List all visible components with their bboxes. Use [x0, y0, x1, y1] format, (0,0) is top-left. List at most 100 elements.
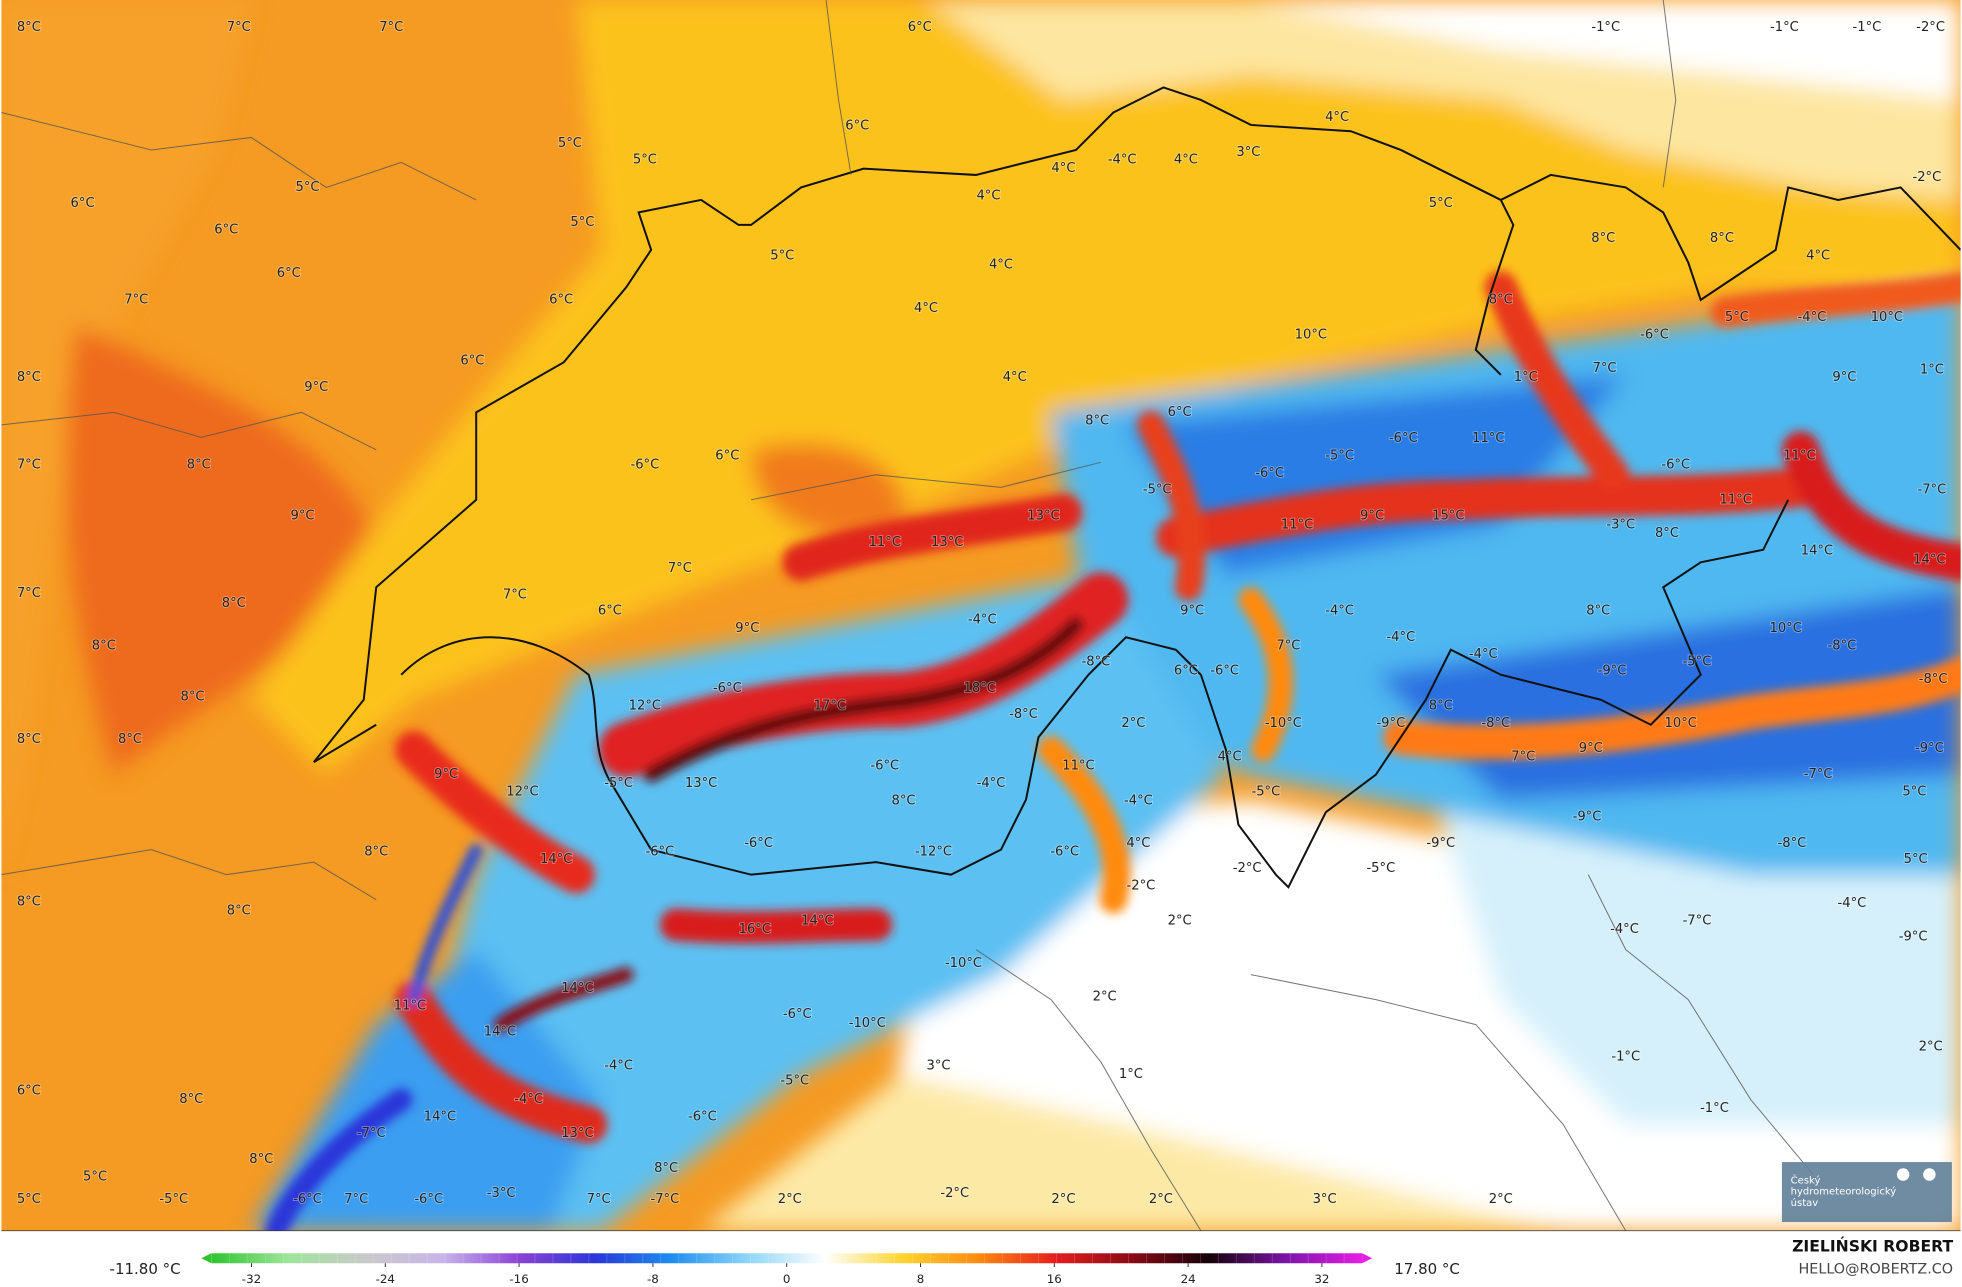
- temperature-label: 3°C: [926, 1058, 950, 1073]
- temperature-label: 5°C: [1725, 310, 1749, 325]
- temperature-label: 5°C: [17, 1192, 41, 1207]
- colorbar-tick-label: -32: [242, 1272, 261, 1286]
- temperature-label: 5°C: [1904, 852, 1928, 867]
- temperature-label: 7°C: [1592, 361, 1616, 376]
- temperature-label: -1°C: [1611, 1050, 1640, 1065]
- temperature-label: 4°C: [1325, 110, 1349, 125]
- temperature-label: -7°C: [1917, 482, 1946, 497]
- temperature-label: 2°C: [1121, 716, 1145, 731]
- temperature-label: 13°C: [1027, 509, 1059, 524]
- temperature-label: 2°C: [1093, 990, 1117, 1005]
- temperature-label: -8°C: [1082, 655, 1111, 670]
- temperature-label: 8°C: [1085, 414, 1109, 429]
- temperature-label: -5°C: [604, 776, 633, 791]
- temperature-label: 11°C: [1062, 758, 1094, 773]
- temperature-label: 18°C: [964, 681, 996, 696]
- temperature-label: 6°C: [71, 196, 95, 211]
- temperature-label: -9°C: [1899, 930, 1928, 945]
- temperature-label: 7°C: [1276, 638, 1300, 653]
- colorbar-body: [211, 1253, 1363, 1264]
- temperature-label: 17°C: [814, 698, 846, 713]
- temperature-label: -9°C: [1426, 836, 1455, 851]
- temperature-label: 8°C: [1710, 231, 1734, 246]
- colorbar-tick-label: 8: [917, 1272, 925, 1286]
- temperature-label: 9°C: [304, 380, 328, 395]
- temperature-label: -7°C: [650, 1192, 679, 1207]
- temperature-label: -6°C: [744, 836, 773, 851]
- temperature-label: 6°C: [1174, 663, 1198, 678]
- temperature-label: 8°C: [181, 690, 205, 705]
- temperature-label: 8°C: [891, 793, 915, 808]
- temperature-label: -2°C: [1233, 861, 1262, 876]
- temperature-label: -4°C: [1386, 630, 1415, 645]
- temperature-label: 6°C: [277, 266, 301, 281]
- temperature-label: 2°C: [1149, 1192, 1173, 1207]
- temperature-label: -6°C: [688, 1110, 717, 1125]
- temperature-label: 9°C: [1832, 370, 1856, 385]
- temperature-label: 14°C: [801, 913, 833, 928]
- temperature-label: 9°C: [290, 509, 314, 524]
- temperature-label: 4°C: [1806, 249, 1830, 264]
- temperature-label: -10°C: [1265, 716, 1302, 731]
- temperature-label: 9°C: [1360, 509, 1384, 524]
- temperature-label: 10°C: [1665, 716, 1697, 731]
- temperature-label: -9°C: [1376, 716, 1405, 731]
- temperature-label: -2°C: [1912, 170, 1941, 185]
- temperature-label: 8°C: [1655, 526, 1679, 541]
- temperature-label: 7°C: [503, 587, 527, 602]
- temperature-label: 12°C: [629, 698, 661, 713]
- temperature-label: 9°C: [434, 767, 458, 782]
- temperature-label: -3°C: [487, 1186, 516, 1201]
- temperature-label: -4°C: [1325, 604, 1354, 619]
- temperature-label: 15°C: [1432, 509, 1464, 524]
- temperature-label: 1°C: [1920, 362, 1944, 377]
- temperature-label: 14°C: [1913, 552, 1945, 567]
- temperature-label: -5°C: [1325, 449, 1354, 464]
- temperature-labels: 8°C 7°C 7°C 6°C -1°C -1°C -1°C -2°C 6°C 5°C 5°C 4°C…: [16, 19, 1949, 1208]
- temperature-label: 3°C: [1313, 1192, 1337, 1207]
- temperature-label: 9°C: [1579, 741, 1603, 756]
- temperature-label: -8°C: [1828, 638, 1857, 653]
- temperature-label: -2°C: [940, 1186, 969, 1201]
- temperature-label: 7°C: [344, 1192, 368, 1207]
- temperature-label: 4°C: [1218, 750, 1242, 765]
- temperature-label: 7°C: [124, 292, 148, 307]
- temperature-label: -4°C: [514, 1092, 543, 1107]
- temperature-label: -2°C: [1916, 20, 1945, 35]
- temperature-label: 6°C: [214, 222, 238, 237]
- logo: Český hydrometeorologický ústav: [1781, 1162, 1952, 1223]
- temperature-label: 8°C: [249, 1152, 273, 1167]
- colorbar-tick-label: 16: [1047, 1272, 1062, 1286]
- temperature-label: -4°C: [1124, 793, 1153, 808]
- temperature-label: 2°C: [1051, 1192, 1075, 1207]
- temperature-label: 8°C: [17, 895, 41, 910]
- temperature-label: 2°C: [1168, 913, 1192, 928]
- temperature-label: 2°C: [778, 1192, 802, 1207]
- temperature-label: 8°C: [1591, 231, 1615, 246]
- temperature-label: 5°C: [558, 136, 582, 151]
- temperature-label: 4°C: [989, 257, 1013, 272]
- temperature-label: 4°C: [976, 189, 1000, 204]
- temperature-label: 6°C: [715, 449, 739, 464]
- colorbar-tick-label: 24: [1181, 1272, 1196, 1286]
- temperature-label: -6°C: [414, 1192, 443, 1207]
- temperature-label: 14°C: [484, 1025, 516, 1040]
- temperature-label: 4°C: [1003, 370, 1027, 385]
- region-border: [1, 0, 1814, 1231]
- temperature-label: -4°C: [1469, 647, 1498, 662]
- temperature-label: 6°C: [460, 354, 484, 369]
- temperature-label: 12°C: [506, 785, 538, 800]
- temperature-label: 13°C: [685, 776, 717, 791]
- temperature-label: 8°C: [179, 1092, 203, 1107]
- temperature-label: 8°C: [654, 1161, 678, 1176]
- temperature-label: 4°C: [914, 301, 938, 316]
- temperature-label: -4°C: [1798, 310, 1827, 325]
- temperature-label: 11°C: [1720, 492, 1752, 507]
- temperature-label: 8°C: [222, 596, 246, 611]
- temperature-label: -9°C: [1573, 810, 1602, 825]
- temperature-label: 14°C: [424, 1110, 456, 1125]
- temperature-label: 8°C: [1586, 604, 1610, 619]
- temperature-label: 14°C: [561, 981, 593, 996]
- temperature-label: 7°C: [17, 457, 41, 472]
- temperature-label: 8°C: [17, 20, 41, 35]
